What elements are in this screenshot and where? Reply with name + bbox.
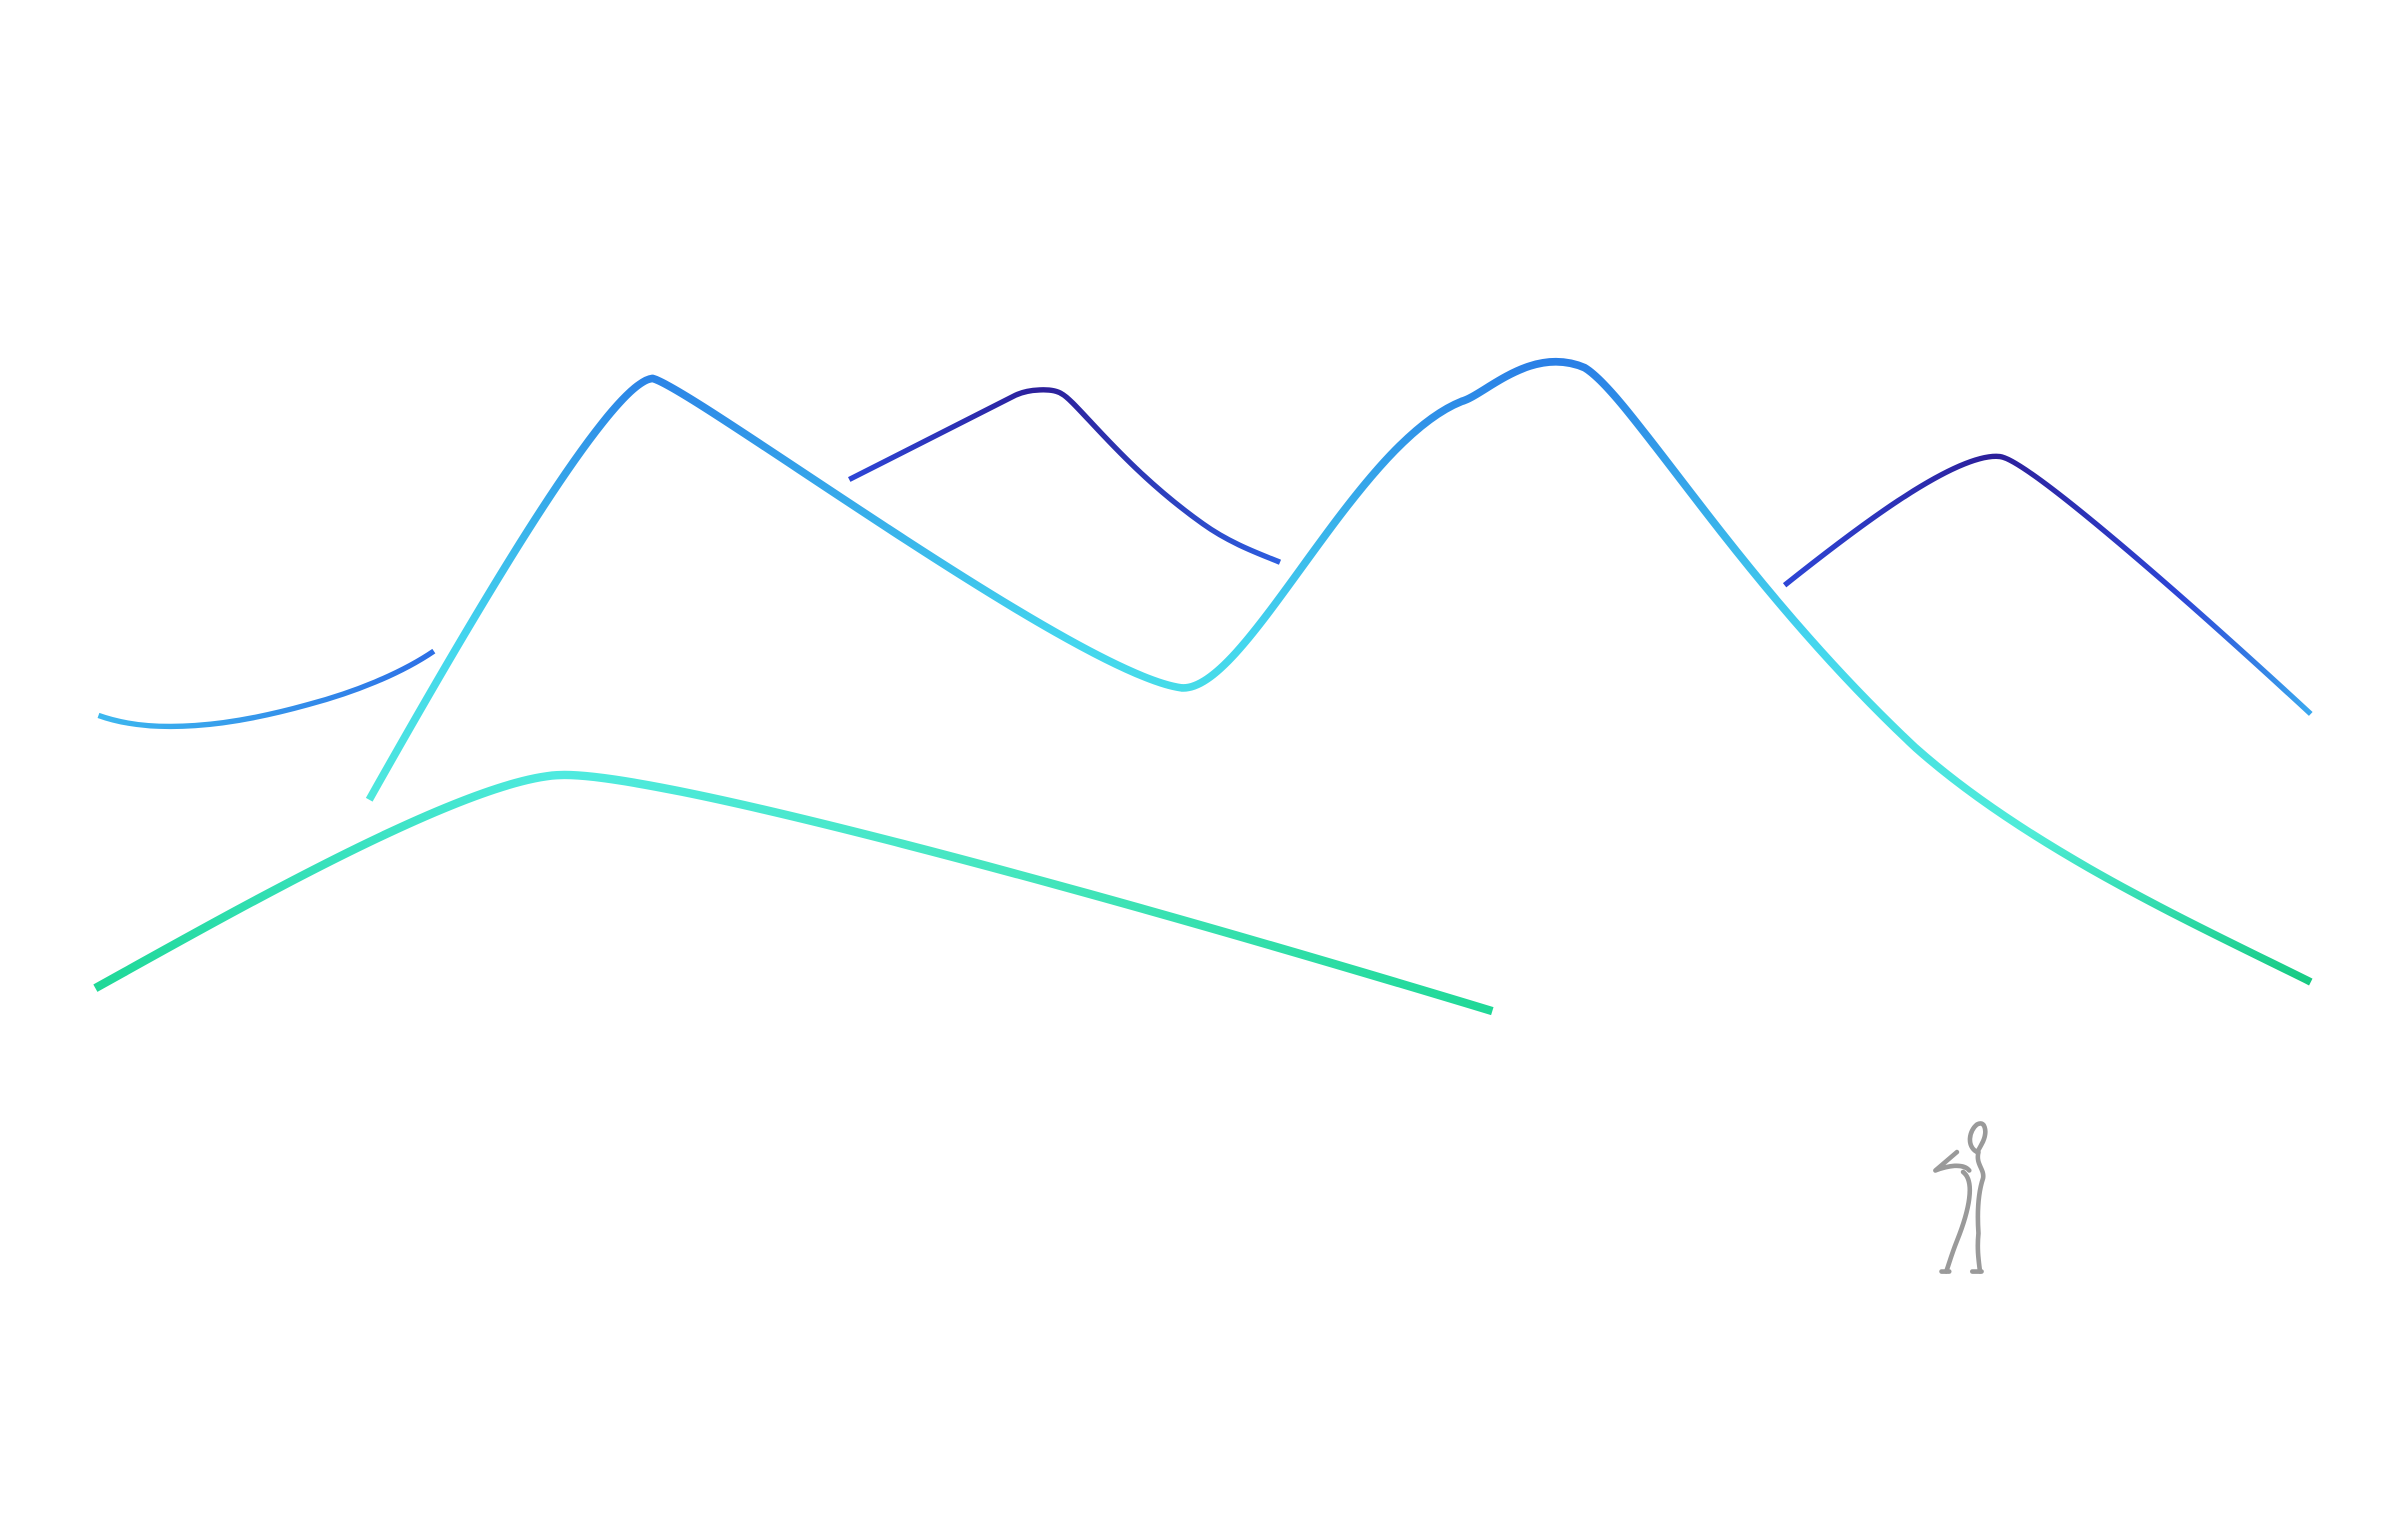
left-wisp-ridge — [97, 648, 436, 730]
main-ridge — [365, 358, 2313, 986]
hiker-arm-pole — [1933, 1149, 1972, 1173]
foreground-ridge — [93, 770, 1494, 1016]
back-right-peak — [1782, 453, 2313, 716]
back-middle-peak — [848, 387, 1282, 565]
hiker-head — [1967, 1121, 1988, 1155]
hiker-figure — [1933, 1121, 1988, 1274]
hiker-back-leg — [1943, 1169, 1972, 1274]
hiker-body — [1975, 1149, 1986, 1274]
